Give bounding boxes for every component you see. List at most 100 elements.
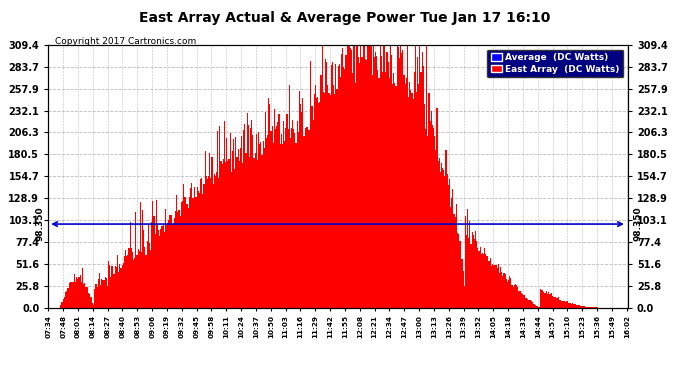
Bar [111,266,112,308]
Bar [213,184,214,308]
Bar [518,291,520,308]
Bar [544,293,546,308]
Bar [110,277,111,308]
Bar [557,298,558,307]
Bar [530,300,531,307]
Bar [436,108,437,307]
Bar [284,141,285,308]
Bar [125,250,126,307]
Bar [88,294,90,307]
Bar [423,66,424,308]
Bar [176,195,177,308]
Bar [517,287,518,308]
Bar [281,134,282,308]
Bar [385,72,386,308]
Bar [297,121,298,308]
Bar [346,45,348,308]
Bar [373,45,374,308]
Bar [408,97,409,308]
Bar [465,216,466,308]
Bar [390,45,391,308]
Bar [508,280,509,308]
Bar [244,124,246,308]
Bar [224,121,225,308]
Bar [76,277,77,308]
Bar [306,128,307,308]
Bar [90,297,91,307]
Bar [434,136,435,308]
Bar [371,45,372,308]
Bar [67,288,68,308]
Bar [74,274,75,308]
Bar [158,230,159,308]
Bar [524,295,525,307]
Bar [555,298,557,307]
Bar [486,256,488,307]
Bar [522,294,523,307]
Bar [383,45,384,308]
Bar [460,242,462,308]
Bar [417,57,418,308]
Bar [219,126,221,308]
Bar [443,170,444,308]
Bar [63,297,65,307]
Bar [264,148,265,308]
Bar [104,280,105,308]
Bar [193,198,195,308]
Bar [490,258,491,308]
Bar [573,304,574,307]
Bar [325,59,326,308]
Bar [106,278,107,308]
Bar [201,178,202,308]
Bar [275,129,276,308]
Bar [344,69,346,308]
Bar [448,185,449,308]
Bar [364,45,365,308]
Bar [488,261,489,308]
Bar [450,207,451,308]
Bar [98,279,99,308]
Bar [118,272,119,308]
Bar [578,305,580,308]
Bar [333,85,334,308]
Bar [538,307,539,308]
Bar [115,266,116,308]
Bar [188,197,190,308]
Bar [427,136,428,308]
Bar [92,303,93,307]
Bar [343,68,344,308]
Bar [516,285,517,308]
Bar [551,293,552,308]
Bar [108,261,109,308]
Bar [418,84,420,308]
Bar [232,151,233,308]
Bar [216,172,217,308]
Legend: Average  (DC Watts), East Array  (DC Watts): Average (DC Watts), East Array (DC Watts… [487,50,623,78]
Bar [358,57,359,308]
Bar [401,53,402,307]
Bar [81,282,82,308]
Bar [191,183,192,308]
Bar [164,232,165,308]
Bar [240,148,241,308]
Bar [585,307,586,308]
Bar [156,200,157,308]
Bar [376,56,377,308]
Bar [123,263,124,308]
Bar [243,130,244,308]
Bar [360,45,362,308]
Bar [157,224,158,308]
Bar [404,84,406,308]
Bar [380,45,381,308]
Bar [172,223,174,308]
Bar [79,274,81,308]
Bar [541,290,542,308]
Bar [467,209,469,308]
Bar [400,45,401,308]
Bar [435,150,436,308]
Bar [237,148,239,308]
Bar [444,176,446,308]
Bar [308,130,309,308]
Bar [489,261,490,308]
Bar [265,112,266,308]
